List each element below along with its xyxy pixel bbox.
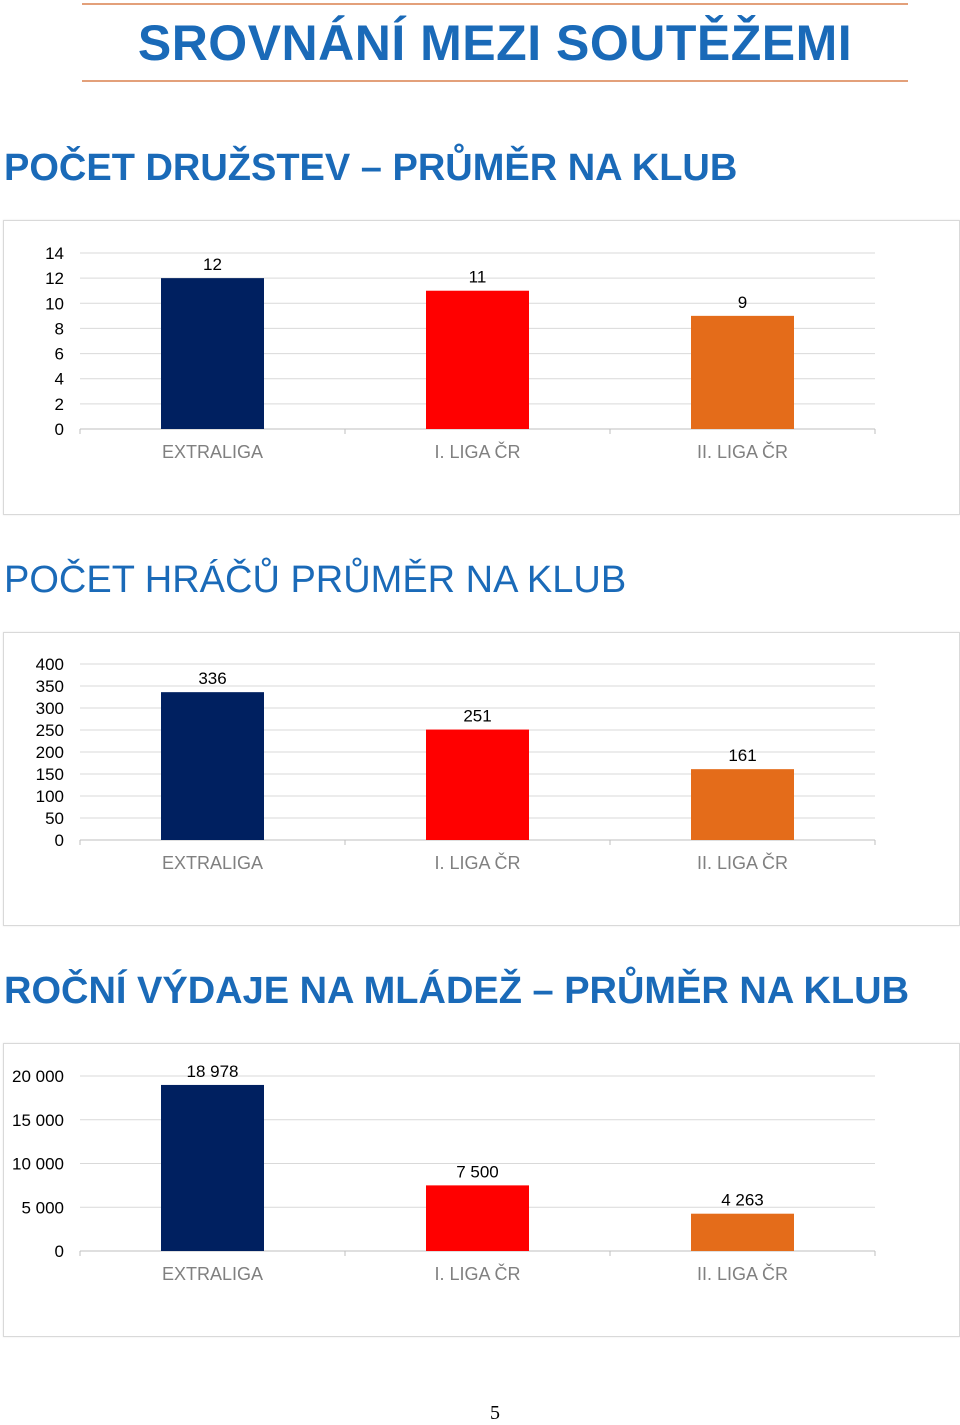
bar-ii-liga-r: [691, 1213, 794, 1251]
y-tick-label: 10 000: [12, 1155, 64, 1174]
y-tick-label: 2: [55, 395, 64, 414]
y-tick-label: 8: [55, 319, 64, 338]
y-tick-label: 5 000: [21, 1198, 64, 1217]
chart-teams: 0 2 4 6 8 10 12 14 12 EXTRALIGA 11 I. LIGA ČR 9 II. L…: [3, 220, 960, 515]
chart-players-svg: 0 50 100 150 200 250 300 350 400 336 EXTRALIGA 251 I…: [36, 655, 876, 873]
y-tick-label: 400: [36, 655, 64, 674]
x-category-label: I. LIGA ČR: [434, 441, 520, 462]
title-rule-top: [82, 3, 908, 5]
x-category-label: II. LIGA ČR: [697, 1263, 788, 1284]
y-tick-label: 0: [55, 420, 64, 439]
bar-extraliga: [161, 692, 264, 840]
data-label: 12: [203, 255, 222, 274]
title-rule-bottom: [82, 80, 908, 82]
bar-ii-liga-r: [691, 769, 794, 840]
y-tick-label: 12: [45, 269, 64, 288]
chart-youth-spending: 0 5 000 10 000 15 000 20 000 18 978 EXTRALIGA 7…: [3, 1043, 960, 1337]
y-tick-label: 15 000: [12, 1111, 64, 1130]
y-tick-label: 150: [36, 765, 64, 784]
chart-players: 0 50 100 150 200 250 300 350 400 336 EXTRALIGA 251 I…: [3, 632, 960, 926]
data-label: 18 978: [187, 1062, 239, 1081]
y-tick-label: 6: [55, 345, 64, 364]
bar-i-liga-r: [426, 729, 529, 840]
y-tick-label: 300: [36, 699, 64, 718]
x-category-label: II. LIGA ČR: [697, 441, 788, 462]
data-label: 161: [728, 746, 756, 765]
x-category-label: EXTRALIGA: [162, 853, 263, 873]
data-label: 9: [738, 293, 747, 312]
bar-extraliga: [161, 1084, 264, 1251]
data-label: 11: [469, 268, 487, 287]
y-tick-label: 200: [36, 743, 64, 762]
bar-ii-liga-r: [691, 315, 794, 429]
page-title: SROVNÁNÍ MEZI SOUTĚŽEMI: [137, 15, 853, 71]
section-title-players: POČET HRÁČŮ PRŮMĚR NA KLUB: [4, 559, 627, 601]
chart-youth-spending-svg: 0 5 000 10 000 15 000 20 000 18 978 EXTRALIGA 7…: [12, 1062, 876, 1284]
bar-i-liga-r: [426, 290, 529, 429]
section-title-teams: POČET DRUŽSTEV – PRŮMĚR NA KLUB: [4, 147, 738, 189]
bar-extraliga: [161, 278, 264, 429]
y-tick-label: 250: [36, 721, 64, 740]
y-tick-label: 20 000: [12, 1067, 64, 1086]
chart-teams-svg: 0 2 4 6 8 10 12 14 12 EXTRALIGA 11 I. LIGA ČR 9 II. L…: [45, 244, 876, 462]
page-number: 5: [490, 1402, 500, 1424]
x-category-label: I. LIGA ČR: [434, 852, 520, 873]
y-tick-label: 4: [55, 370, 64, 389]
data-label: 336: [198, 669, 226, 688]
section-title-youth-spending: ROČNÍ VÝDAJE NA MLÁDEŽ – PRŮMĚR NA KLUB: [4, 970, 910, 1012]
x-category-label: EXTRALIGA: [162, 1264, 263, 1284]
y-tick-label: 0: [55, 1242, 64, 1261]
y-tick-label: 50: [45, 809, 64, 828]
y-tick-label: 0: [55, 831, 64, 850]
y-tick-label: 14: [45, 244, 64, 263]
data-label: 4 263: [721, 1191, 764, 1210]
bar-i-liga-r: [426, 1185, 529, 1251]
x-category-label: I. LIGA ČR: [434, 1263, 520, 1284]
y-tick-label: 100: [36, 787, 64, 806]
y-tick-label: 350: [36, 677, 64, 696]
x-category-label: EXTRALIGA: [162, 442, 263, 462]
data-label: 251: [463, 707, 491, 726]
data-label: 7 500: [456, 1162, 499, 1181]
y-tick-label: 10: [45, 294, 64, 313]
x-category-label: II. LIGA ČR: [697, 852, 788, 873]
